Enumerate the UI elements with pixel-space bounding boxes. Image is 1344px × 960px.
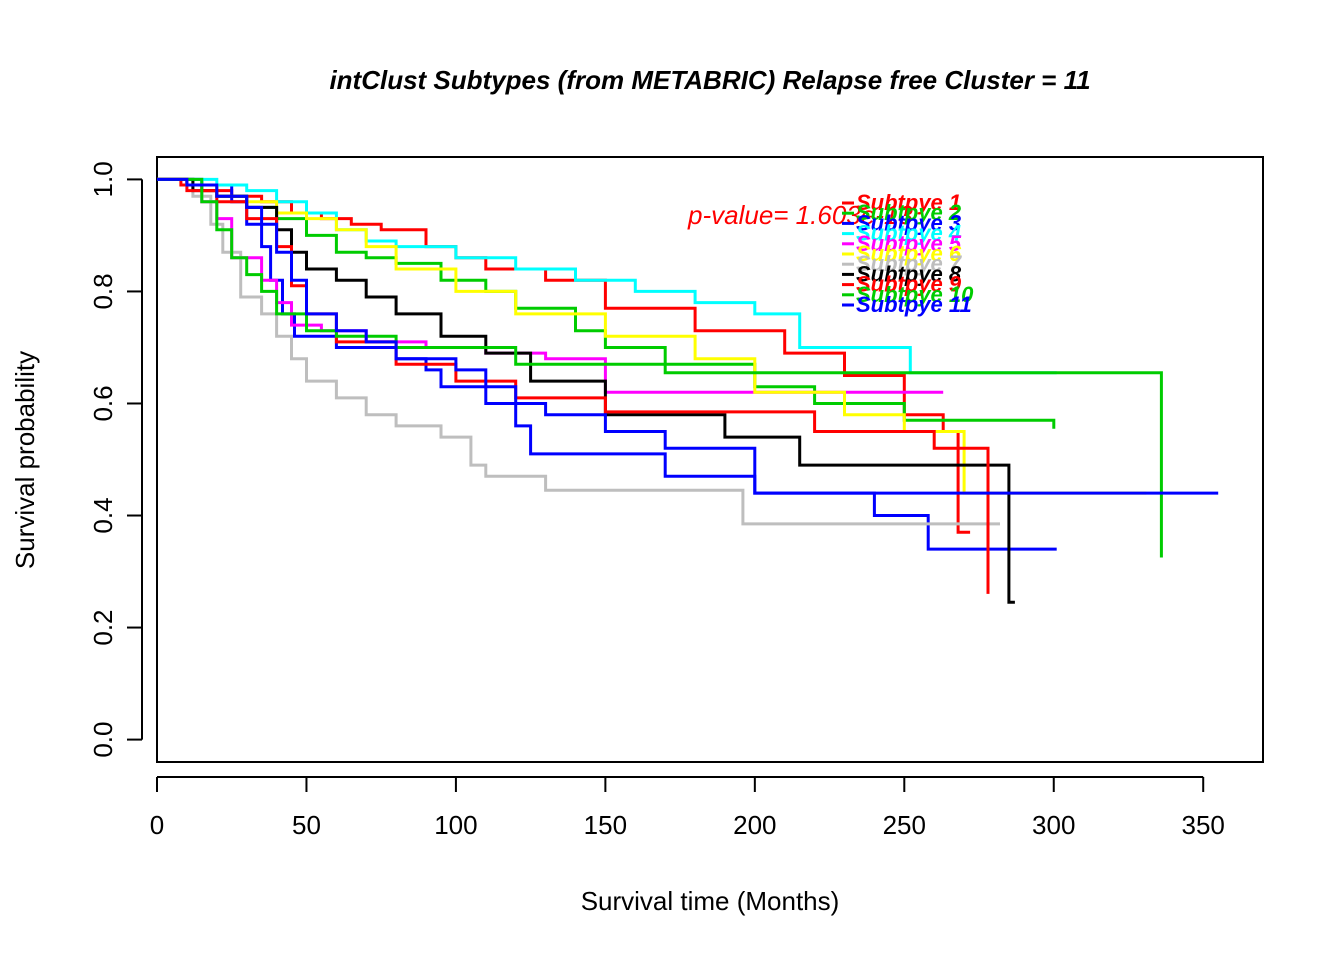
series-line-4 <box>157 177 1057 375</box>
legend-label: Subtpye 11 <box>856 292 972 317</box>
legend-label: Subtpye 6 <box>856 241 962 266</box>
legend-label: Subtpye 9 <box>856 272 962 297</box>
chart-title: intClust Subtypes (from METABRIC) Relaps… <box>329 65 1090 95</box>
legend-label: Subtpye 8 <box>856 261 962 286</box>
y-axis: 0.0 0.2 0.4 0.6 0.8 1.0 <box>88 161 143 758</box>
x-tick-label: 150 <box>584 810 627 840</box>
legend-label: Subtpye 10 <box>856 282 974 307</box>
series-layer <box>157 177 1219 604</box>
x-tick-label: 250 <box>883 810 926 840</box>
plot-frame <box>156 156 1264 763</box>
x-axis: 0 50 100 150 200 250 300 350 <box>150 776 1225 840</box>
legend-label: Subtpye 5 <box>856 231 962 256</box>
legend-label: Subtpye 7 <box>856 251 963 276</box>
y-tick-label: 0.8 <box>88 273 118 309</box>
x-tick-label: 350 <box>1182 810 1225 840</box>
y-tick-label: 0.2 <box>88 609 118 645</box>
x-tick-label: 100 <box>434 810 477 840</box>
x-axis-label: Survival time (Months) <box>581 886 840 916</box>
x-tick-label: 300 <box>1032 810 1075 840</box>
y-tick-label: 0.4 <box>88 497 118 533</box>
series-line-7 <box>157 177 1000 526</box>
y-axis-label: Survival probability <box>10 351 40 569</box>
p-value-annotation: p-value= 1.603e-13 <box>687 200 913 230</box>
legend-label: Subtpye 3 <box>856 210 961 235</box>
x-tick-label: 50 <box>292 810 321 840</box>
x-tick-label: 200 <box>733 810 776 840</box>
legend-label: Subtpye 4 <box>856 221 961 246</box>
y-tick-label: 1.0 <box>88 161 118 197</box>
x-tick-label: 0 <box>150 810 164 840</box>
y-tick-label: 0.0 <box>88 722 118 758</box>
y-tick-label: 0.6 <box>88 385 118 421</box>
legend-label: Subtpye 2 <box>856 200 962 225</box>
legend-label: Subtpye 1 <box>856 190 961 215</box>
series-line-11 <box>157 177 1219 495</box>
